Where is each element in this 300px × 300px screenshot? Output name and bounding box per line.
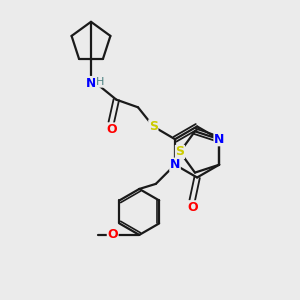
Text: N: N <box>86 76 96 90</box>
Text: N: N <box>170 158 180 171</box>
Text: S: S <box>149 120 158 133</box>
Text: H: H <box>96 77 104 87</box>
Text: O: O <box>107 228 118 242</box>
Text: O: O <box>187 201 197 214</box>
Text: S: S <box>176 146 184 158</box>
Text: O: O <box>106 123 116 136</box>
Text: N: N <box>214 133 224 146</box>
